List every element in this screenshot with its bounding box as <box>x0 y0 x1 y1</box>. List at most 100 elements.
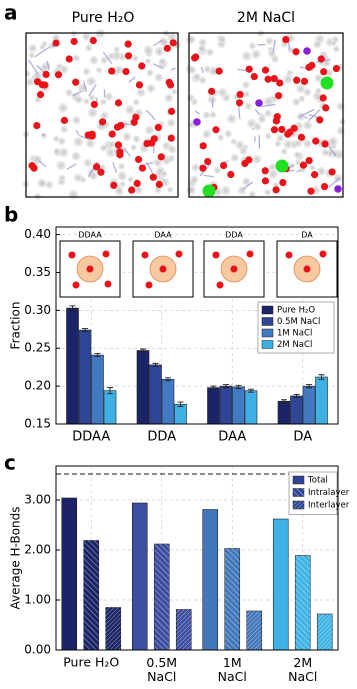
bond <box>102 51 113 64</box>
oxygen <box>114 141 123 149</box>
bar <box>174 403 187 425</box>
oxygen <box>138 62 146 70</box>
bond <box>194 110 200 115</box>
hydrogen <box>86 76 97 87</box>
error-bar <box>140 348 146 353</box>
oxygen <box>312 137 320 145</box>
oxygen <box>297 133 306 141</box>
hydrogen <box>60 125 68 133</box>
oxygen <box>138 164 147 172</box>
panel-label: c <box>4 451 16 475</box>
inset-label: DDA <box>225 231 243 240</box>
oxygen <box>122 67 130 76</box>
hydrogen <box>153 158 163 168</box>
sodium <box>255 99 263 107</box>
bond <box>299 108 315 118</box>
hydrogen <box>83 158 93 168</box>
hydrogen <box>208 66 219 76</box>
hydrogen <box>144 57 152 65</box>
hydrogen <box>85 44 93 52</box>
legend-swatch <box>261 340 274 349</box>
bond <box>242 181 254 190</box>
oxygen <box>65 55 73 63</box>
inset-neighbor <box>72 281 80 289</box>
error-bar <box>281 399 287 404</box>
hydrogen <box>32 71 43 81</box>
bar <box>315 376 328 425</box>
oxygen <box>84 131 92 139</box>
hydrogen <box>73 137 84 147</box>
bar <box>136 350 150 425</box>
bar <box>244 390 258 425</box>
hydrogen <box>264 188 271 196</box>
hydrogen <box>302 120 313 130</box>
oxygen <box>114 99 123 107</box>
hydrogen <box>336 126 346 135</box>
oxygen <box>36 91 45 99</box>
bar <box>131 502 148 651</box>
hydrogen <box>28 52 35 59</box>
snapshot-frame <box>188 32 344 198</box>
error-bar <box>107 387 113 395</box>
inset-label: DAA <box>154 231 172 240</box>
oxygen <box>320 68 328 76</box>
hydrogen <box>323 149 330 156</box>
hydrogen <box>190 175 199 184</box>
oxygen <box>149 173 157 181</box>
oxygen <box>54 71 63 79</box>
x-tick-label: 1M NaCl <box>218 655 247 684</box>
hydrogen <box>74 95 83 104</box>
error-bar <box>293 394 300 398</box>
oxygen <box>272 186 280 194</box>
legend-swatch <box>261 328 274 338</box>
bond <box>152 63 164 70</box>
oxygen <box>275 92 283 100</box>
hydrogen <box>58 147 69 158</box>
hatch <box>293 501 304 509</box>
oxygen <box>150 135 158 143</box>
chloride <box>320 76 334 90</box>
hydrogen <box>202 111 211 120</box>
bond <box>28 59 39 75</box>
hatch <box>224 548 240 650</box>
snapshot-title: Pure H₂O <box>72 10 135 26</box>
inset-neighbor <box>319 250 327 258</box>
hydrogen <box>160 170 168 178</box>
oxygen <box>28 162 36 170</box>
hydrogen <box>99 98 107 106</box>
y-tick-label: 3.00 <box>24 493 51 507</box>
hydrogen <box>108 140 116 148</box>
hydrogen <box>186 35 196 45</box>
bar <box>290 395 303 425</box>
oxygen <box>282 35 290 44</box>
hydrogen <box>56 160 66 171</box>
hydrogen <box>293 151 301 158</box>
snapshot-frame <box>25 32 179 198</box>
hydrogen <box>130 144 137 151</box>
hydrogen <box>59 65 69 74</box>
hydrogen <box>242 177 251 187</box>
hydrogen <box>122 132 132 142</box>
oxygen <box>163 44 171 52</box>
hydrogen <box>268 169 279 179</box>
oxygen <box>70 37 78 46</box>
hydrogen <box>159 57 166 65</box>
oxygen <box>317 55 325 63</box>
legend-label: Intralayer <box>308 488 350 498</box>
error-bar <box>152 362 159 367</box>
oxygen <box>124 52 133 60</box>
hydrogen <box>280 148 288 155</box>
bar <box>207 387 220 425</box>
oxygen <box>261 66 270 74</box>
oxygen <box>155 180 163 189</box>
hydrogen <box>119 181 126 188</box>
error-bar <box>210 385 217 390</box>
bond <box>123 148 131 157</box>
oxygen <box>133 179 141 187</box>
legend-label: Total <box>307 476 328 486</box>
inset-neighbor <box>216 281 224 289</box>
oxygen <box>250 72 258 81</box>
bond <box>261 103 276 108</box>
